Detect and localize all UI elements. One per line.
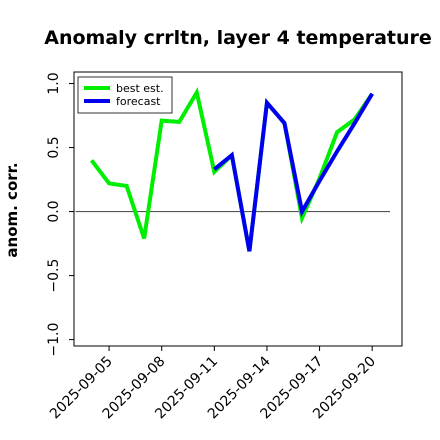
legend-label-best-est: best est. [116, 82, 164, 95]
y-tick-label: −0.5 [46, 259, 62, 293]
legend-label-forecast: forecast [116, 95, 161, 108]
y-tick-label: −1.0 [46, 323, 62, 357]
y-tick-label: 0.5 [46, 136, 62, 158]
legend: best est. forecast [77, 76, 173, 114]
series-line-best-est [89, 87, 374, 252]
plot-frame [73, 71, 403, 347]
series-layer [89, 87, 374, 252]
x-ticks: 2025-09-052025-09-082025-09-112025-09-14… [47, 346, 379, 422]
y-ticks: −1.0 −0.5 0.0 0.5 1.0 [46, 72, 74, 357]
y-tick-label: 1.0 [46, 72, 62, 94]
series-line-forecast [213, 92, 374, 252]
legend-box [77, 76, 173, 114]
chart-title: Anomaly crrltn, layer 4 temperature [44, 27, 432, 49]
y-tick-label: 0.0 [46, 200, 62, 222]
y-axis-label: anom. corr. [3, 162, 21, 257]
